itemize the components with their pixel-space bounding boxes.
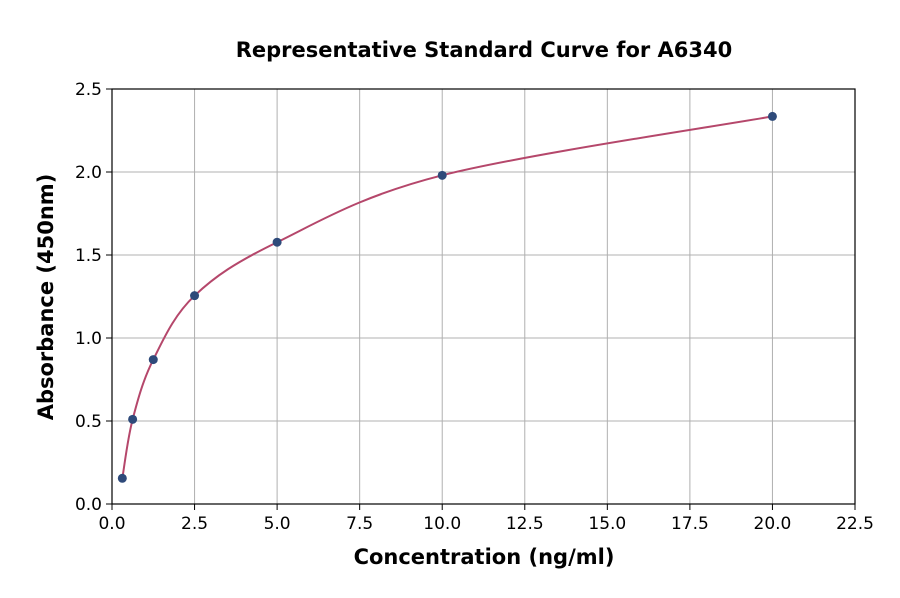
data-point bbox=[190, 291, 200, 301]
chart-title: Representative Standard Curve for A6340 bbox=[236, 38, 733, 62]
data-point bbox=[767, 111, 777, 121]
data-point bbox=[437, 170, 447, 180]
fit-curve bbox=[121, 115, 773, 479]
x-tick-label: 10.0 bbox=[423, 514, 461, 534]
x-tick-label: 20.0 bbox=[754, 514, 792, 534]
y-tick-label: 1.5 bbox=[75, 246, 102, 266]
x-tick-label: 5.0 bbox=[264, 514, 291, 534]
plot-frame bbox=[111, 88, 856, 505]
x-tick-label: 22.5 bbox=[836, 514, 874, 534]
data-point bbox=[128, 414, 138, 424]
x-tick-label: 17.5 bbox=[671, 514, 709, 534]
y-tick-label: 2.0 bbox=[75, 163, 102, 183]
data-point bbox=[272, 237, 282, 247]
x-tick-label: 15.0 bbox=[588, 514, 626, 534]
data-point bbox=[117, 473, 127, 483]
x-tick-label: 7.5 bbox=[346, 514, 373, 534]
x-tick-label: 12.5 bbox=[506, 514, 544, 534]
data-point bbox=[148, 355, 158, 365]
y-tick-label: 0.5 bbox=[75, 412, 102, 432]
x-tick-label: 0.0 bbox=[98, 514, 125, 534]
y-tick-label: 0.0 bbox=[75, 495, 102, 515]
y-tick-label: 2.5 bbox=[75, 80, 102, 100]
x-tick-label: 2.5 bbox=[181, 514, 208, 534]
x-axis-label: Concentration (ng/ml) bbox=[354, 545, 615, 569]
y-axis-label: Absorbance (450nm) bbox=[34, 174, 58, 421]
y-tick-label: 1.0 bbox=[75, 329, 102, 349]
